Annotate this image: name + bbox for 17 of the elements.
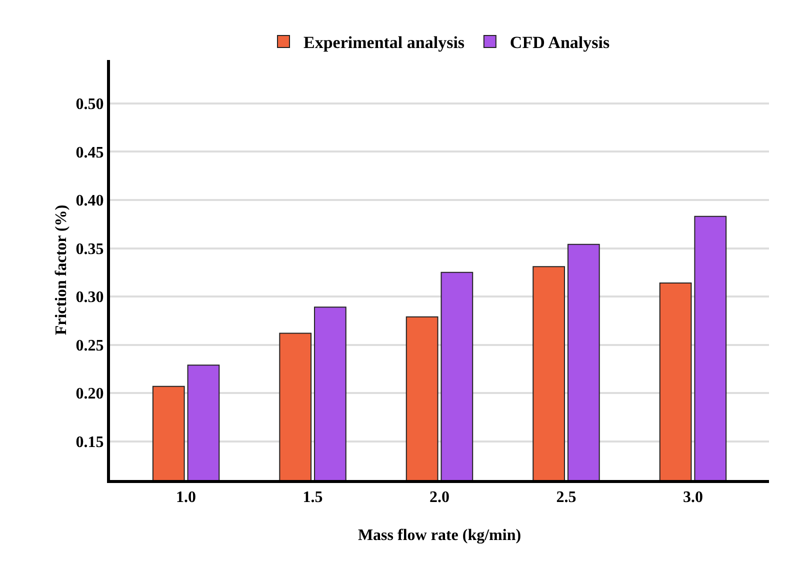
y-tick-label: 0.20: [76, 386, 104, 403]
y-tick-label: 0.30: [76, 289, 104, 306]
y-axis-title: Friction factor (%): [53, 204, 70, 336]
y-tick-label: 0.35: [76, 240, 104, 258]
x-tick-label: 1.0: [176, 489, 196, 506]
x-tick-label: 1.5: [302, 489, 323, 506]
x-tick-label: 2.5: [556, 489, 576, 506]
legend-label: Experimental analysis: [304, 33, 465, 52]
y-tick-label: 0.25: [76, 337, 104, 354]
x-tick-label: 3.0: [682, 489, 703, 506]
y-tick-label: 0.15: [76, 434, 104, 451]
x-axis-title: Mass flow rate (kg/min): [358, 527, 522, 544]
legend-label: CFD Analysis: [510, 33, 610, 52]
y-tick-label: 0.50: [76, 96, 104, 114]
y-tick-label: 0.45: [76, 144, 104, 162]
y-tick-label: 0.40: [76, 192, 104, 210]
x-tick-label: 2.0: [430, 489, 450, 506]
